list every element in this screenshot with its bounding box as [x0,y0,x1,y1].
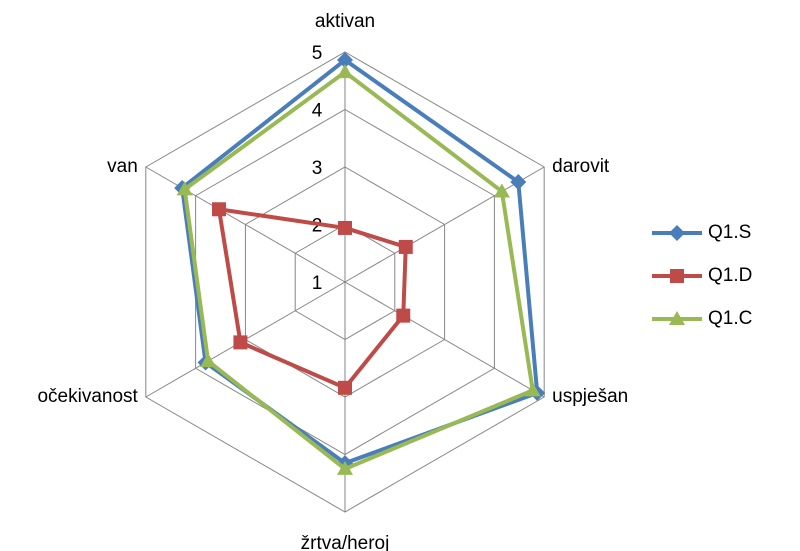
legend-marker [669,311,685,325]
category-label: van [107,156,138,177]
spoke [344,166,545,283]
legend-marker [670,269,684,283]
category-label: aktivan [315,11,375,32]
tick-label: 5 [312,43,323,64]
legend-marker [669,225,685,241]
data-point [524,382,541,397]
data-point [510,173,527,190]
data-point [338,220,352,235]
data-point [398,239,413,254]
series-line [180,58,540,466]
data-point [396,308,411,323]
tick-label: 4 [312,101,323,122]
category-label: žrtva/heroj [301,533,390,551]
category-label: uspješan [552,386,628,407]
data-point [233,335,248,350]
data-point [493,183,510,198]
legend-label: Q1.D [708,265,752,286]
data-point [337,64,353,79]
category-label: darovit [552,156,610,177]
legend-label: Q1.C [708,308,752,329]
category-label: očekivanost [37,386,138,407]
series-line [182,70,535,471]
data-point [176,181,193,196]
data-point [212,202,227,217]
legend-label: Q1.S [708,222,751,243]
data-point [337,460,353,475]
tick-label: 2 [312,216,323,237]
tick-label: 3 [312,158,323,179]
data-point [338,380,352,395]
tick-label: 1 [312,273,323,294]
spoke [344,281,545,398]
data-point [200,353,217,368]
data-point [337,52,353,69]
